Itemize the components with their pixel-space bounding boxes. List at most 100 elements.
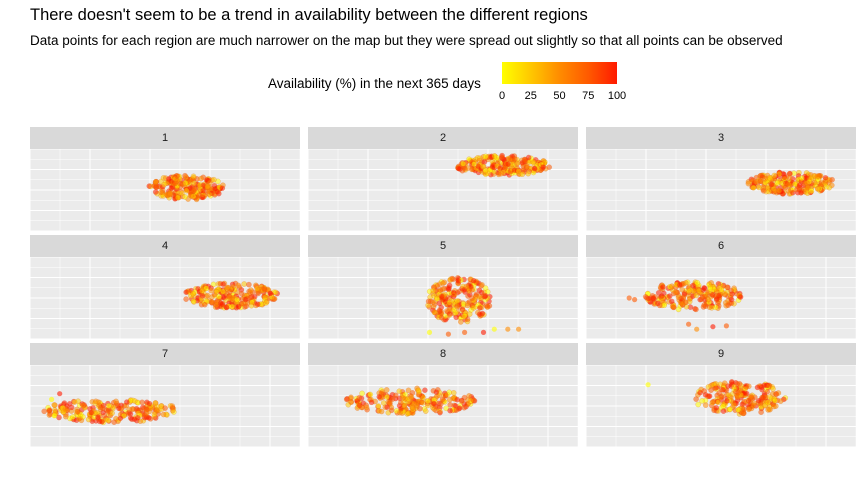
data-point bbox=[179, 190, 185, 197]
data-point bbox=[708, 387, 714, 393]
data-point bbox=[700, 304, 707, 310]
data-point bbox=[774, 180, 781, 187]
data-point-outlier bbox=[632, 297, 638, 303]
data-point bbox=[417, 405, 423, 412]
data-point bbox=[162, 405, 168, 411]
data-point bbox=[736, 380, 743, 387]
data-point bbox=[422, 387, 428, 394]
data-point bbox=[383, 387, 390, 393]
data-point bbox=[712, 381, 719, 387]
data-point bbox=[798, 189, 804, 196]
data-point bbox=[794, 186, 800, 193]
data-point bbox=[152, 178, 159, 185]
data-point bbox=[756, 184, 762, 191]
facet-strip-label: 2 bbox=[308, 127, 578, 149]
data-point bbox=[770, 403, 777, 410]
data-point-outlier bbox=[49, 396, 55, 402]
data-point bbox=[470, 305, 477, 311]
data-point bbox=[740, 410, 747, 417]
data-point bbox=[437, 409, 443, 416]
data-point bbox=[384, 404, 390, 410]
data-point bbox=[111, 419, 117, 426]
data-point bbox=[450, 389, 457, 396]
data-point bbox=[725, 392, 732, 398]
data-point bbox=[408, 394, 415, 400]
data-point bbox=[264, 298, 270, 305]
data-point bbox=[757, 172, 764, 179]
data-point bbox=[720, 408, 727, 414]
data-point bbox=[62, 413, 69, 420]
data-point bbox=[223, 304, 230, 311]
data-point bbox=[771, 172, 778, 179]
data-point bbox=[445, 286, 452, 293]
data-point bbox=[174, 173, 180, 179]
data-point bbox=[642, 293, 649, 300]
data-point bbox=[175, 194, 181, 201]
plot-area bbox=[308, 365, 578, 447]
data-point bbox=[818, 179, 825, 186]
data-point bbox=[484, 303, 491, 310]
data-point bbox=[675, 306, 682, 313]
data-point bbox=[706, 393, 713, 399]
data-point bbox=[238, 291, 245, 297]
data-point-outlier bbox=[710, 324, 716, 330]
data-point bbox=[143, 406, 150, 413]
data-point bbox=[482, 153, 489, 160]
data-point bbox=[466, 311, 473, 317]
data-point bbox=[190, 187, 197, 194]
data-point bbox=[206, 191, 213, 198]
facet-panel: 9 bbox=[586, 343, 856, 447]
data-point bbox=[728, 379, 735, 385]
data-point bbox=[765, 399, 771, 406]
data-point bbox=[261, 285, 268, 292]
data-point bbox=[477, 304, 483, 311]
data-point bbox=[697, 389, 703, 396]
data-point bbox=[531, 165, 538, 172]
data-point bbox=[751, 400, 757, 406]
data-point bbox=[78, 417, 85, 424]
legend-tick: 100 bbox=[607, 90, 627, 102]
data-point bbox=[88, 409, 95, 416]
data-point bbox=[113, 398, 119, 405]
data-point bbox=[249, 299, 255, 306]
data-point bbox=[169, 407, 176, 414]
data-point bbox=[254, 285, 261, 292]
plot-area bbox=[308, 257, 578, 339]
data-point bbox=[713, 296, 720, 302]
data-point bbox=[482, 293, 488, 300]
data-point bbox=[461, 404, 468, 411]
data-point bbox=[772, 397, 778, 404]
data-point bbox=[71, 399, 78, 405]
data-point bbox=[458, 397, 465, 404]
data-point bbox=[479, 310, 486, 317]
data-point bbox=[804, 190, 811, 197]
data-point bbox=[712, 304, 719, 311]
scatter-svg bbox=[30, 257, 300, 339]
data-point bbox=[525, 170, 532, 177]
data-point bbox=[241, 281, 248, 287]
data-point bbox=[737, 294, 744, 300]
data-point bbox=[675, 294, 682, 301]
data-point bbox=[166, 191, 173, 197]
data-point bbox=[204, 292, 211, 299]
data-point bbox=[695, 287, 702, 294]
data-point bbox=[142, 412, 148, 418]
data-point bbox=[196, 192, 203, 199]
data-point bbox=[92, 398, 99, 405]
data-point bbox=[717, 394, 724, 401]
scatter-svg bbox=[30, 149, 300, 231]
data-point bbox=[454, 396, 461, 403]
data-point bbox=[668, 298, 675, 305]
data-point bbox=[826, 184, 833, 191]
data-point bbox=[272, 289, 279, 296]
data-point bbox=[183, 289, 190, 296]
data-point bbox=[505, 161, 511, 167]
data-point bbox=[762, 176, 768, 182]
data-point bbox=[716, 285, 723, 291]
data-point bbox=[481, 158, 488, 165]
data-point bbox=[519, 171, 526, 177]
data-point bbox=[209, 299, 216, 306]
data-point bbox=[405, 410, 412, 417]
data-point bbox=[470, 397, 477, 404]
facet-strip-label: 9 bbox=[586, 343, 856, 365]
